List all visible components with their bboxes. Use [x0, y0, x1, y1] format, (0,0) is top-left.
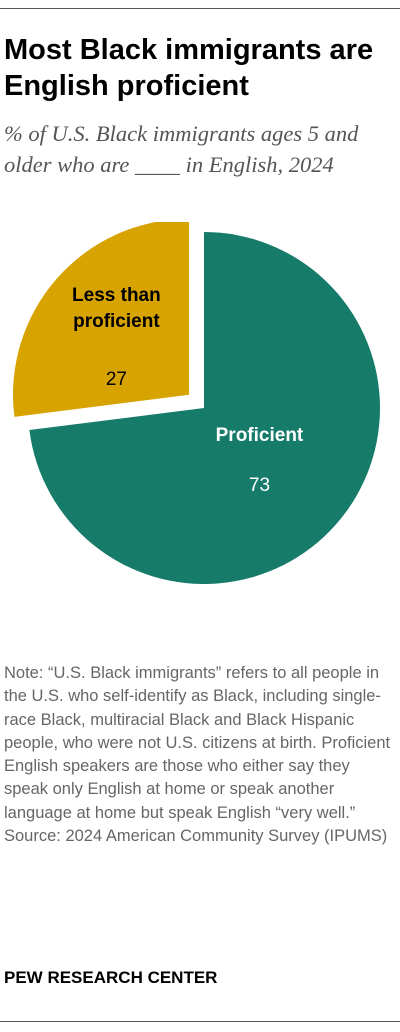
slice-label: Less than proficient	[72, 285, 161, 332]
pie-chart: Less than proficient 27 Proficient 73	[12, 222, 380, 584]
chart-notes: Note: “U.S. Black immigrants” refers to …	[4, 662, 396, 848]
slice-value-label: 73	[249, 475, 270, 496]
pie-slice-less-than-proficient	[12, 222, 189, 417]
pie-slice-proficient	[29, 232, 380, 584]
chart-subtitle: % of U.S. Black immigrants ages 5 and ol…	[4, 121, 359, 177]
chart-title: Most Black immigrants are English profic…	[4, 34, 374, 102]
bottom-rule	[0, 1021, 400, 1022]
top-rule	[0, 8, 400, 9]
brand-logo-text: PEW RESEARCH CENTER	[4, 968, 218, 987]
slice-label: Proficient	[216, 425, 304, 446]
note-text: Note: “U.S. Black immigrants” refers to …	[4, 664, 391, 822]
slice-value-label: 27	[106, 369, 127, 390]
source-text: Source: 2024 American Community Survey (…	[4, 827, 388, 846]
